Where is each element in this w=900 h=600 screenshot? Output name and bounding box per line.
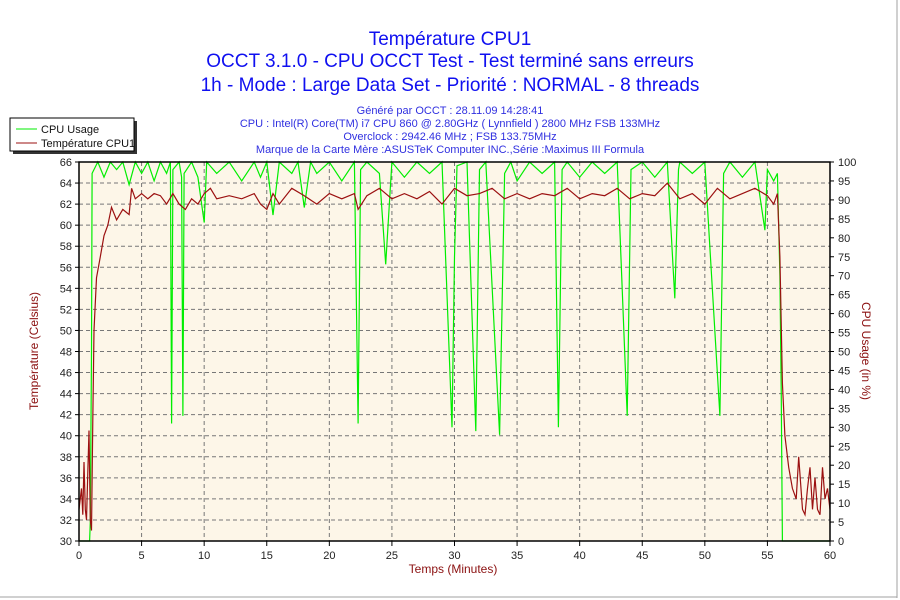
x-tick-label: 5 xyxy=(139,550,145,562)
ticks: 0 5 10 15 20 25 30 35 40 45 50 55 603032343638404244… xyxy=(60,157,857,562)
x-tick-label: 40 xyxy=(574,550,586,562)
y2-tick-label: 30 xyxy=(838,422,850,434)
x-tick-label: 30 xyxy=(448,550,460,562)
y2-tick-label: 65 xyxy=(838,290,850,302)
chart-title: Température CPU1 xyxy=(369,29,532,50)
y-tick-label: 54 xyxy=(60,283,72,295)
info-motherboard: Marque de la Carte Mère :ASUSTeK Compute… xyxy=(256,144,645,156)
x-tick-label: 35 xyxy=(511,550,523,562)
legend-label-temperature: Température CPU1 xyxy=(41,138,135,150)
y2-tick-label: 55 xyxy=(838,328,850,340)
y2-tick-label: 45 xyxy=(838,365,850,377)
grid xyxy=(79,162,830,541)
legend-box xyxy=(9,117,135,152)
y2-tick-label: 0 xyxy=(838,536,844,548)
x-axis-label: Temps (Minutes) xyxy=(409,562,498,576)
x-tick-label: 45 xyxy=(636,550,648,562)
y2-axis-label: CPU Usage (in %) xyxy=(859,302,873,400)
x-tick-label: 50 xyxy=(699,550,711,562)
y2-tick-label: 40 xyxy=(838,384,850,396)
y2-tick-label: 80 xyxy=(838,233,850,245)
series-line-cpu-usage xyxy=(79,159,830,542)
y-tick-label: 34 xyxy=(60,494,72,506)
y2-tick-label: 25 xyxy=(838,441,850,453)
x-tick-label: 55 xyxy=(761,550,773,562)
y-tick-label: 32 xyxy=(60,515,72,527)
info-generated: Généré par OCCT : 28.11.09 14:28:41 xyxy=(357,105,544,117)
y2-tick-label: 95 xyxy=(838,176,850,188)
x-tick-label: 15 xyxy=(261,550,273,562)
y2-tick-label: 15 xyxy=(838,479,850,491)
y-tick-label: 58 xyxy=(60,241,72,253)
x-tick-label: 10 xyxy=(198,550,210,562)
x-tick-label: 0 xyxy=(76,550,82,562)
y-tick-label: 56 xyxy=(60,262,72,274)
y-axis-label: Température (Celsius) xyxy=(27,292,41,410)
y2-tick-label: 10 xyxy=(838,498,850,510)
y-tick-label: 46 xyxy=(60,368,72,380)
info-overclock: Overclock : 2942.46 MHz ; FSB 133.75MHz xyxy=(343,131,556,143)
y-tick-label: 66 xyxy=(60,157,72,169)
y2-tick-label: 20 xyxy=(838,460,850,472)
info-cpu: CPU : Intel(R) Core(TM) i7 CPU 860 @ 2.8… xyxy=(240,118,660,130)
y2-tick-label: 100 xyxy=(838,157,856,169)
x-tick-label: 60 xyxy=(824,550,836,562)
x-tick-label: 20 xyxy=(323,550,335,562)
y-tick-label: 48 xyxy=(60,347,72,359)
y2-tick-label: 5 xyxy=(838,517,844,529)
y-tick-label: 62 xyxy=(60,199,72,211)
y2-tick-label: 35 xyxy=(838,403,850,415)
y2-tick-label: 70 xyxy=(838,271,850,283)
y-tick-label: 36 xyxy=(60,473,72,485)
y2-tick-label: 50 xyxy=(838,347,850,359)
y-tick-label: 38 xyxy=(60,452,72,464)
series-line-temperature xyxy=(78,182,831,531)
x-tick-label: 25 xyxy=(386,550,398,562)
chart-subtitle-1: OCCT 3.1.0 - CPU OCCT Test - Test termin… xyxy=(206,51,693,72)
y-tick-label: 50 xyxy=(60,325,72,337)
y-tick-label: 60 xyxy=(60,220,72,232)
y-tick-label: 52 xyxy=(60,304,72,316)
y2-tick-label: 85 xyxy=(838,214,850,226)
legend: CPU Usage Température CPU1 xyxy=(9,117,137,154)
series-group xyxy=(78,159,831,542)
y-tick-label: 42 xyxy=(60,410,72,422)
y-tick-label: 40 xyxy=(60,431,72,443)
legend-label-cpu-usage: CPU Usage xyxy=(41,124,99,136)
y-tick-label: 64 xyxy=(60,178,72,190)
y2-tick-label: 75 xyxy=(838,252,850,264)
y2-tick-label: 90 xyxy=(838,195,850,207)
y-tick-label: 30 xyxy=(60,536,72,548)
chart-subtitle-2: 1h - Mode : Large Data Set - Priorité : … xyxy=(201,75,700,96)
y2-tick-label: 60 xyxy=(838,309,850,321)
y-tick-label: 44 xyxy=(60,389,72,401)
